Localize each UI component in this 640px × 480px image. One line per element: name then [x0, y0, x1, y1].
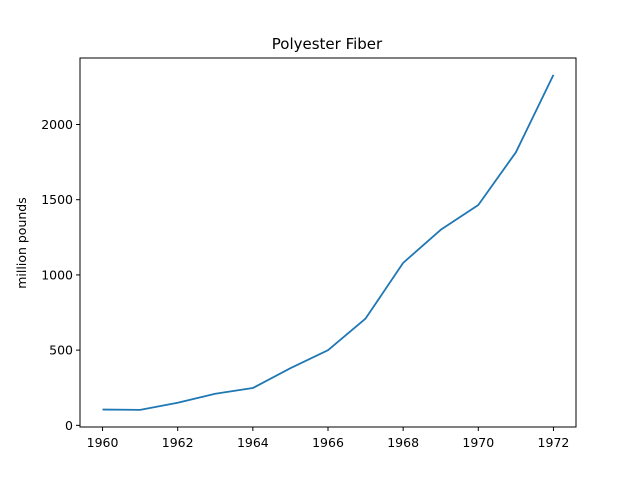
x-tick-label: 1962	[162, 435, 194, 450]
y-axis: 0 500 1000 1500 2000	[41, 117, 80, 433]
x-tick-label: 1960	[87, 435, 119, 450]
y-axis-label: million pounds	[14, 197, 29, 289]
x-tick-label: 1968	[387, 435, 419, 450]
x-axis: 1960 1962 1964 1966 1968 1970 1972	[87, 427, 570, 450]
axes-frame	[79, 57, 577, 428]
x-tick-label: 1964	[237, 435, 269, 450]
series-line-0	[102, 74, 555, 411]
y-tick-label: 0	[65, 418, 73, 433]
y-tick-label: 2000	[41, 117, 73, 132]
x-tick-label: 1966	[312, 435, 344, 450]
x-tick-label: 1972	[538, 435, 570, 450]
chart-title: Polyester Fiber	[272, 35, 383, 53]
y-tick-label: 500	[49, 343, 73, 358]
y-tick-label: 1000	[41, 267, 73, 282]
y-tick-label: 1500	[41, 192, 73, 207]
x-tick-label: 1970	[462, 435, 494, 450]
plot-area	[102, 74, 555, 411]
